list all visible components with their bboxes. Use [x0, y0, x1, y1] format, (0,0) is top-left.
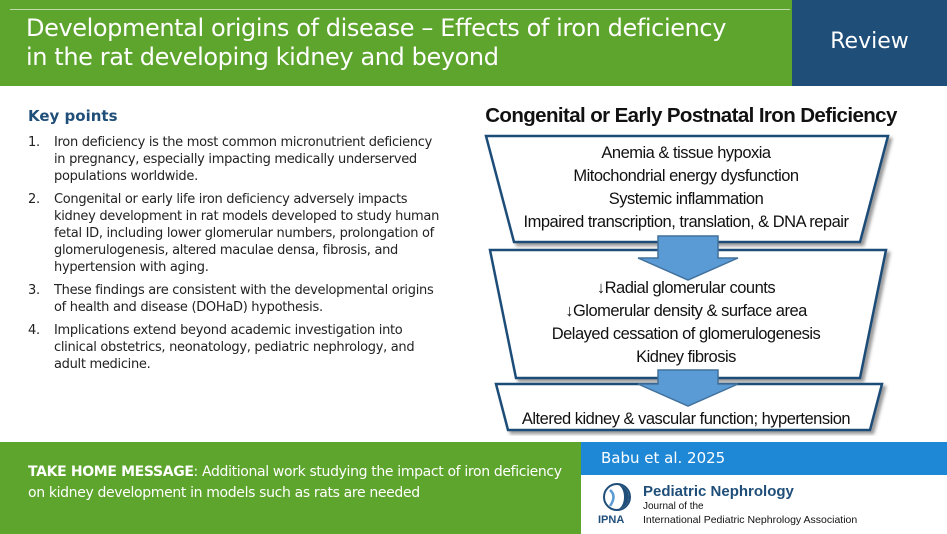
- key-point-item: 2. Congenital or early life iron deficien…: [28, 191, 446, 276]
- take-home-label: TAKE HOME MESSAGE: [28, 464, 194, 480]
- key-point-item: 1. Iron deficiency is the most common mic…: [28, 134, 446, 185]
- key-point-item: 4. Implications extend beyond academic in…: [28, 322, 446, 373]
- box-2-line-4: Kidney fibrosis: [636, 348, 736, 366]
- key-point-number: 4.: [28, 323, 40, 338]
- key-point-text: These findings are consistent with the d…: [54, 283, 434, 315]
- take-home-message: TAKE HOME MESSAGE: Additional work study…: [28, 462, 568, 504]
- journal-name: Pediatric Nephrology: [643, 483, 794, 500]
- citation-bar: [581, 442, 947, 475]
- header-rule: [10, 9, 790, 10]
- title-line-1: Developmental origins of disease – Effec…: [26, 14, 727, 42]
- down-arrow-2: [637, 369, 739, 407]
- box-1-line-3: Systemic inflammation: [608, 190, 764, 208]
- journal-subtitle-2: International Pediatric Nephrology Assoc…: [643, 514, 858, 526]
- box-2-line-3: Delayed cessation of glomerulogenesis: [551, 325, 821, 343]
- key-points-list: 1. Iron deficiency is the most common mic…: [28, 134, 446, 379]
- key-points-title: Key points: [28, 107, 118, 125]
- box-1-shape: [484, 134, 890, 244]
- citation-author: Babu et al. 2025: [601, 449, 726, 467]
- flow-diagram: [484, 134, 890, 432]
- diagram-title: Congenital or Early Postnatal Iron Defic…: [485, 104, 897, 127]
- journal-subtitle-1: Journal of the: [643, 501, 704, 512]
- ipna-logo-text: IPNA: [598, 514, 625, 526]
- down-arrow-1: [637, 235, 739, 281]
- box-2-line-2: ↓Glomerular density & surface area: [565, 302, 807, 320]
- box-1-line-4: Impaired transcription, translation, & D…: [523, 213, 849, 231]
- box-2-shape: [488, 248, 888, 380]
- box-1-line-2: Mitochondrial energy dysfunction: [573, 167, 799, 185]
- header: Developmental origins of disease – Effec…: [0, 0, 792, 86]
- key-point-item: 3. These findings are consistent with the…: [28, 282, 446, 316]
- box-2-line-1: ↓Radial glomerular counts: [596, 279, 776, 297]
- key-point-text: Implications extend beyond academic inve…: [54, 323, 415, 372]
- ipna-logo-icon: [603, 483, 631, 511]
- key-point-number: 1.: [28, 135, 40, 150]
- review-badge: Review: [792, 0, 947, 86]
- box-3-shape: [494, 382, 884, 432]
- key-point-number: 2.: [28, 192, 40, 207]
- title-line-2: in the rat developing kidney and beyond: [26, 43, 499, 71]
- key-point-text: Iron deficiency is the most common micro…: [54, 135, 432, 184]
- box-1-line-1: Anemia & tissue hypoxia: [601, 144, 771, 162]
- page-title: Developmental origins of disease – Effec…: [26, 14, 786, 72]
- key-point-number: 3.: [28, 283, 40, 298]
- take-home-text: : Additional work studying the impact of…: [28, 464, 562, 501]
- key-point-text: Congenital or early life iron deficiency…: [54, 192, 440, 275]
- box-3-line-1: Altered kidney & vascular function; hype…: [521, 410, 851, 428]
